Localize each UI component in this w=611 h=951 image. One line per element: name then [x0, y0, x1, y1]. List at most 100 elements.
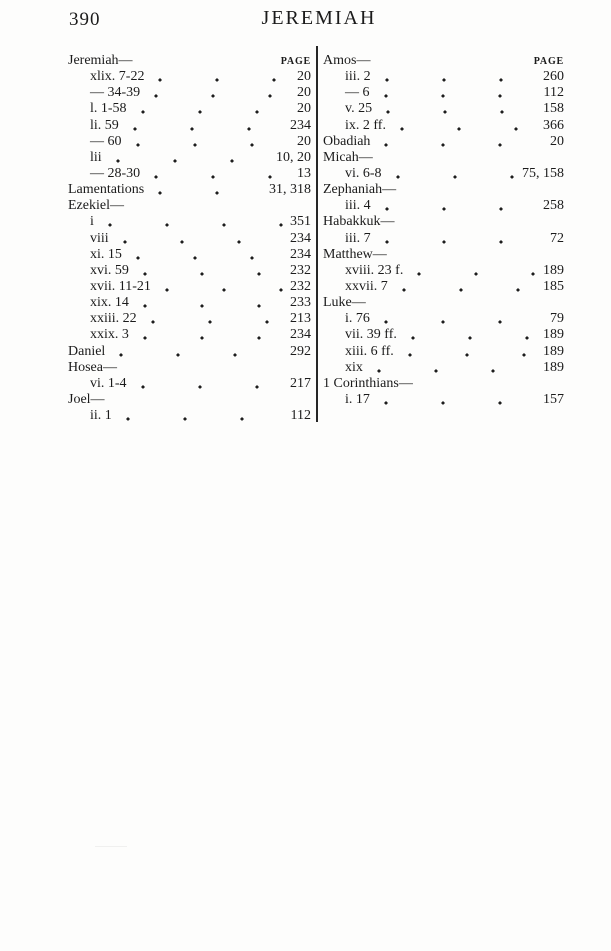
- entry-page: 232: [290, 262, 311, 278]
- entry-page: 13: [297, 165, 311, 181]
- entry-reference: lii: [90, 149, 102, 165]
- dot-leader: [128, 198, 306, 214]
- entry-reference: xviii. 23 f.: [345, 262, 404, 278]
- page-number: 390: [69, 9, 101, 30]
- column-header-row: Jeremiah— PAGE: [68, 53, 311, 69]
- entry-reference: iii. 2: [345, 69, 371, 85]
- entry-page: 20: [297, 69, 311, 85]
- entry-reference: — 60: [90, 133, 122, 149]
- entry-page: 260: [543, 69, 564, 85]
- dot-leader: [399, 214, 559, 230]
- dot-leader: [374, 198, 538, 215]
- entry-reference: xix. 14: [90, 295, 129, 311]
- index-entry: i 351: [68, 214, 311, 231]
- entry-reference: ii. 1: [90, 408, 112, 424]
- index-entry: xxvii. 7 185: [323, 278, 564, 296]
- dot-leader: [373, 391, 538, 409]
- dot-leader: [391, 247, 559, 263]
- entry-reference: xlix. 7-22: [90, 69, 145, 85]
- index-entry: xxix. 3 234: [68, 327, 311, 344]
- dot-leader: [121, 360, 306, 376]
- index-entry: — 6 112: [323, 85, 564, 102]
- page-column-label: PAGE: [280, 56, 311, 67]
- entry-page: 234: [290, 230, 311, 246]
- dot-leader: [376, 101, 538, 118]
- dot-leader: [374, 230, 545, 247]
- entry-reference: — 28-30: [90, 165, 141, 181]
- dot-leader: [144, 85, 292, 102]
- index-entry: vi. 6-8 75, 158: [323, 165, 564, 183]
- entry-reference: xxiii. 22: [90, 311, 137, 327]
- entry-reference: xiii. 6 ff.: [345, 343, 394, 359]
- dot-leader: [132, 327, 285, 344]
- dot-leader: [374, 133, 545, 150]
- dot-leader: [125, 246, 285, 263]
- dot-leader: [144, 165, 292, 183]
- entry-reference: xi. 15: [90, 246, 122, 262]
- entry-reference: Micah—: [323, 149, 373, 165]
- entry-reference: i. 76: [345, 311, 370, 327]
- entry-page: 234: [290, 327, 311, 343]
- index-entry: xlix. 7-22 20: [68, 69, 311, 86]
- index-entry: vi. 1-4 217: [68, 375, 311, 392]
- dot-leader: [105, 149, 271, 166]
- index-entry: viii 234: [68, 230, 311, 247]
- entry-page: 189: [543, 359, 564, 375]
- entry-page: 10, 20: [276, 149, 311, 165]
- index-entry: Matthew—: [323, 247, 564, 263]
- dot-leader: [132, 262, 285, 279]
- entry-page: 234: [290, 246, 311, 262]
- entry-page: 72: [550, 230, 564, 246]
- index-entry: xvii. 11-21 232: [68, 278, 311, 296]
- index-entry: Ezekiel—: [68, 198, 311, 214]
- dot-leader: [385, 165, 517, 183]
- index-entry: li. 59 234: [68, 117, 311, 134]
- index-entry: — 28-30 13: [68, 165, 311, 183]
- entry-reference: i: [90, 214, 94, 230]
- column-divider: [316, 46, 318, 422]
- index-entry: Habakkuk—: [323, 214, 564, 230]
- index-entry: ix. 2 ff. 366: [323, 117, 564, 134]
- entry-reference: Ezekiel—: [68, 198, 124, 214]
- entry-reference: xxvii. 7: [345, 278, 388, 294]
- index-entry: i. 76 79: [323, 311, 564, 328]
- entry-reference: l. 1-58: [90, 101, 127, 117]
- scan-artifact-line: [95, 846, 127, 847]
- dot-leader: [373, 311, 545, 328]
- entry-reference: i. 17: [345, 391, 370, 407]
- index-entry: i. 17 157: [323, 391, 564, 409]
- entry-reference: viii: [90, 230, 109, 246]
- entry-reference: li. 59: [90, 117, 119, 133]
- dot-leader: [148, 69, 292, 86]
- index-column-left: Jeremiah— PAGE xlix. 7-22 20 — 34-39 20 …: [68, 53, 311, 425]
- page-column-label: PAGE: [533, 56, 564, 67]
- dot-leader: [112, 230, 285, 247]
- dot-leader: [391, 278, 538, 296]
- entry-page: 234: [290, 117, 311, 133]
- entry-reference: ix. 2 ff.: [345, 117, 386, 133]
- index-entry: Luke—: [323, 295, 564, 311]
- entry-reference: — 34-39: [90, 85, 141, 101]
- dot-leader: [148, 182, 264, 199]
- index-entry: ii. 1 112: [68, 408, 311, 425]
- entry-reference: Luke—: [323, 295, 366, 311]
- index-entry: — 60 20: [68, 133, 311, 150]
- dot-leader: [389, 117, 538, 134]
- dot-leader: [115, 408, 286, 425]
- entry-reference: iii. 7: [345, 230, 371, 246]
- entry-page: 217: [290, 375, 311, 391]
- entry-page: 292: [290, 343, 311, 359]
- dot-leader: [400, 327, 538, 344]
- page-title: JEREMIAH: [261, 7, 377, 29]
- dot-leader: [122, 117, 285, 134]
- index-entry: — 34-39 20: [68, 85, 311, 102]
- entry-reference: xvi. 59: [90, 262, 129, 278]
- dot-leader: [125, 133, 292, 150]
- index-entry: xiii. 6 ff. 189: [323, 343, 564, 360]
- index-entry: Zephaniah—: [323, 182, 564, 198]
- index-entry: xxiii. 22 213: [68, 311, 311, 328]
- index-entry: xvi. 59 232: [68, 262, 311, 279]
- entry-page: 189: [543, 343, 564, 359]
- entry-reference: 1 Corinthians—: [323, 375, 413, 391]
- entry-reference: Obadiah: [323, 133, 371, 149]
